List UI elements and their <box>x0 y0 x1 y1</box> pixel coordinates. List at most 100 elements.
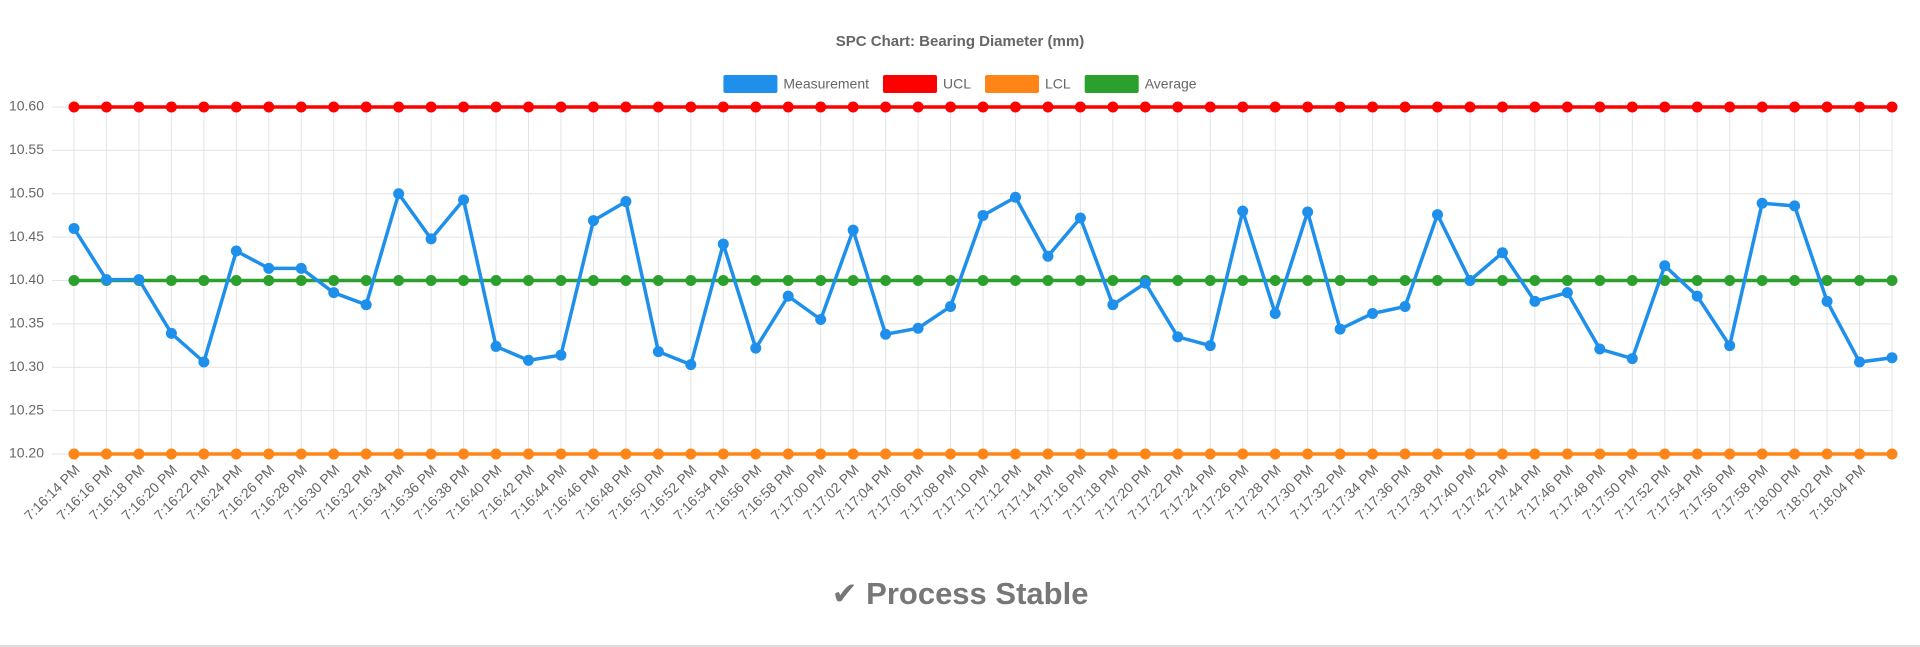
data-point <box>847 275 859 286</box>
data-point <box>165 448 177 460</box>
data-point <box>263 448 275 460</box>
data-point <box>295 448 307 460</box>
data-point <box>750 448 762 460</box>
legend-label: UCL <box>943 76 971 92</box>
data-point <box>295 101 307 113</box>
data-point <box>1367 275 1379 286</box>
data-point <box>1302 275 1314 286</box>
data-point <box>1009 275 1021 286</box>
data-point <box>1756 101 1768 113</box>
data-point <box>1107 101 1119 113</box>
data-point <box>1561 101 1573 113</box>
data-point <box>1074 275 1086 286</box>
legend-label: LCL <box>1045 76 1071 92</box>
data-point <box>1042 275 1054 286</box>
data-point <box>360 299 372 311</box>
data-point <box>912 322 924 334</box>
data-point <box>198 275 210 286</box>
data-point <box>1139 448 1151 460</box>
y-tick-label: 10.30 <box>9 358 44 374</box>
data-point <box>1789 200 1801 212</box>
data-point <box>1432 209 1443 221</box>
data-point <box>458 194 470 206</box>
data-point <box>1172 101 1184 113</box>
data-point <box>977 209 989 221</box>
data-point <box>1821 275 1833 286</box>
data-point <box>1237 275 1249 286</box>
data-point <box>263 262 275 274</box>
data-point <box>1009 101 1021 113</box>
data-point <box>1334 323 1346 335</box>
data-point <box>782 101 794 113</box>
data-point <box>750 342 762 354</box>
data-point <box>1659 101 1671 113</box>
data-point <box>263 275 275 286</box>
data-point <box>1561 287 1573 299</box>
data-point <box>1691 101 1703 113</box>
data-point <box>523 101 534 113</box>
data-point <box>198 448 210 460</box>
data-point <box>393 101 405 113</box>
data-point <box>652 101 664 113</box>
data-point <box>1399 301 1411 313</box>
data-point <box>1042 448 1054 460</box>
data-point <box>1789 275 1801 286</box>
data-point <box>490 101 502 113</box>
data-point <box>1561 448 1573 460</box>
data-point <box>977 101 989 113</box>
data-point <box>1204 101 1216 113</box>
data-point <box>620 101 632 113</box>
data-point <box>652 275 664 286</box>
data-point <box>847 448 859 460</box>
data-point <box>815 448 827 460</box>
data-point <box>555 448 567 460</box>
data-point <box>1269 101 1281 113</box>
data-point <box>1756 448 1768 460</box>
data-point <box>1594 101 1606 113</box>
legend-label: Measurement <box>783 76 869 92</box>
data-point <box>68 222 80 234</box>
data-point <box>165 101 177 113</box>
data-point <box>1042 250 1054 262</box>
data-point <box>1821 448 1833 460</box>
data-point <box>1529 448 1541 460</box>
data-point <box>1529 275 1541 286</box>
data-point <box>1399 101 1411 113</box>
data-point <box>1172 331 1184 343</box>
data-point <box>1691 275 1703 286</box>
legend-swatch <box>882 75 937 93</box>
data-point <box>1107 275 1119 286</box>
data-point <box>393 275 405 286</box>
data-point <box>652 346 664 358</box>
data-point <box>1334 448 1346 460</box>
data-point <box>880 101 892 113</box>
data-point <box>1724 448 1736 460</box>
data-point <box>68 448 80 460</box>
legend-swatch <box>1084 75 1139 93</box>
data-point <box>977 275 989 286</box>
data-point <box>1886 275 1898 286</box>
data-point <box>1561 275 1573 286</box>
data-point <box>880 275 892 286</box>
data-point <box>1789 101 1801 113</box>
data-point <box>1107 299 1119 311</box>
data-point <box>458 275 470 286</box>
data-point <box>1399 275 1411 286</box>
y-tick-label: 10.20 <box>9 445 44 461</box>
y-tick-label: 10.60 <box>9 98 44 114</box>
data-point <box>685 101 697 113</box>
data-point <box>945 275 957 286</box>
data-point <box>458 448 470 460</box>
data-point <box>1496 247 1508 259</box>
data-point <box>1659 260 1671 272</box>
data-point <box>1204 275 1216 286</box>
data-point <box>912 275 924 286</box>
data-point <box>165 275 177 286</box>
data-point <box>620 196 632 208</box>
data-point <box>425 101 437 113</box>
data-point <box>912 101 924 113</box>
data-point <box>1237 205 1249 217</box>
data-point <box>1594 343 1606 355</box>
legend-swatch <box>985 75 1040 93</box>
